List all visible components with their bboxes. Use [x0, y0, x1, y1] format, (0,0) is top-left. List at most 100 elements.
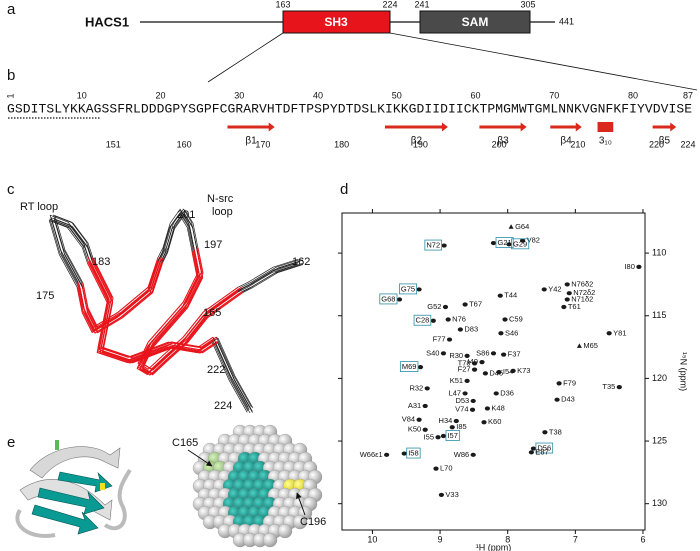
- peak: [482, 371, 488, 376]
- peak-label: N72δ2: [573, 288, 595, 297]
- x-tick-label: 7: [573, 534, 578, 544]
- peak: [554, 397, 560, 402]
- peak-label: L47: [449, 388, 462, 397]
- peak: [470, 398, 476, 404]
- peak-label: I54: [503, 367, 513, 376]
- peak: [384, 452, 390, 457]
- protein-number: 180: [334, 139, 349, 149]
- backbone-trace: [87, 256, 214, 358]
- peak: [469, 407, 476, 412]
- backbone-trace: [237, 264, 298, 293]
- peak: [498, 331, 504, 336]
- atom-sphere: [262, 532, 278, 548]
- peak-label: F79: [563, 378, 576, 387]
- peak-label: D43: [561, 395, 575, 404]
- peak: [481, 420, 487, 425]
- backbone-trace: [237, 262, 299, 292]
- peak-label: N76: [452, 314, 466, 323]
- peak: [519, 238, 526, 243]
- peak: [471, 361, 478, 366]
- residue-label: 175: [36, 290, 54, 302]
- backbone-trace: [242, 264, 303, 294]
- backbone-trace: [77, 260, 159, 332]
- peak-label: V74: [455, 405, 468, 414]
- peak: [464, 353, 470, 358]
- sh3-domain: [282, 10, 391, 34]
- backbone-trace: [48, 220, 88, 288]
- peak-label: K51: [450, 376, 463, 385]
- peak-label: V33: [445, 490, 458, 499]
- peak: [541, 287, 547, 292]
- residue-label: 183: [92, 256, 110, 268]
- peak: [508, 224, 514, 229]
- label-box: [399, 361, 419, 372]
- peak-label: M65: [583, 341, 598, 350]
- peak-label: H34: [439, 416, 453, 425]
- peak: [530, 446, 537, 451]
- backbone-trace: [211, 342, 248, 413]
- peak: [561, 304, 567, 310]
- backbone-trace: [217, 342, 253, 413]
- zoom-line: [207, 32, 284, 83]
- backbone-trace: [162, 209, 199, 259]
- peak: [616, 385, 622, 390]
- loop-label: RT loop: [20, 201, 58, 213]
- cartoon: [15, 440, 132, 538]
- peak: [636, 264, 642, 269]
- peak: [396, 297, 403, 302]
- panel-label: e: [7, 434, 15, 451]
- protein-number: 224: [681, 139, 696, 149]
- peak-label: V84: [402, 415, 415, 424]
- peak: [484, 406, 491, 411]
- domain-diagram: HACS1 SH3 SAM 163 224 241 305 441: [85, 0, 698, 91]
- peak: [496, 370, 502, 375]
- peak-label: T35: [602, 382, 615, 391]
- peak-label: I80: [624, 262, 634, 271]
- peak: [506, 242, 512, 247]
- sequence-panel: GSDITSLYKKAGSSFRLDDDGPYSGPFCGRARVHTDFTPS…: [5, 90, 695, 149]
- beta-strand-arrow: [550, 122, 582, 132]
- element-label: β5: [659, 136, 671, 147]
- backbone-trace: [82, 262, 164, 334]
- peak: [442, 304, 449, 310]
- peak: [606, 331, 612, 336]
- label-box: [445, 430, 460, 441]
- pointer-arrow: [296, 492, 306, 516]
- peak: [501, 352, 507, 357]
- peak-label: Y81: [613, 328, 626, 337]
- peak-label: G68: [381, 294, 395, 303]
- peak-label: Y42: [548, 284, 561, 293]
- panel-label: a: [7, 1, 16, 18]
- peak-label: F37: [508, 350, 521, 359]
- peak: [401, 451, 407, 456]
- beta-strand-arrow: [479, 122, 527, 132]
- loop-label: N-src: [207, 193, 234, 205]
- peak: [497, 293, 503, 298]
- label-box: [406, 447, 421, 459]
- y-tick-label: 115: [652, 310, 666, 320]
- residue-label: C196: [300, 516, 326, 528]
- beta-strand-arrow: [227, 122, 275, 132]
- peak-label: I55: [424, 432, 434, 441]
- peak-label: S40: [426, 348, 439, 357]
- peak: [490, 240, 497, 246]
- beta-strand-arrow: [384, 122, 448, 132]
- protein-number: 170: [255, 139, 270, 149]
- peak: [424, 386, 430, 391]
- element-label: 3₁₀: [599, 136, 612, 147]
- backbone-trace: [92, 262, 218, 364]
- backbone-trace: [53, 214, 92, 283]
- peak-label: I58: [408, 449, 418, 458]
- x-tick-label: 10: [367, 534, 377, 544]
- peak: [502, 317, 508, 322]
- residue-number: 87: [683, 90, 693, 100]
- peak: [556, 381, 562, 386]
- peak-label: F77: [433, 335, 446, 344]
- backbone-trace: [136, 252, 238, 375]
- panel-label: d: [340, 181, 348, 198]
- peak: [422, 427, 428, 432]
- protein-length: 441: [559, 16, 574, 26]
- peak-label: M69: [402, 362, 417, 371]
- peak-label: K60: [488, 417, 501, 426]
- protein-number: 151: [106, 139, 121, 149]
